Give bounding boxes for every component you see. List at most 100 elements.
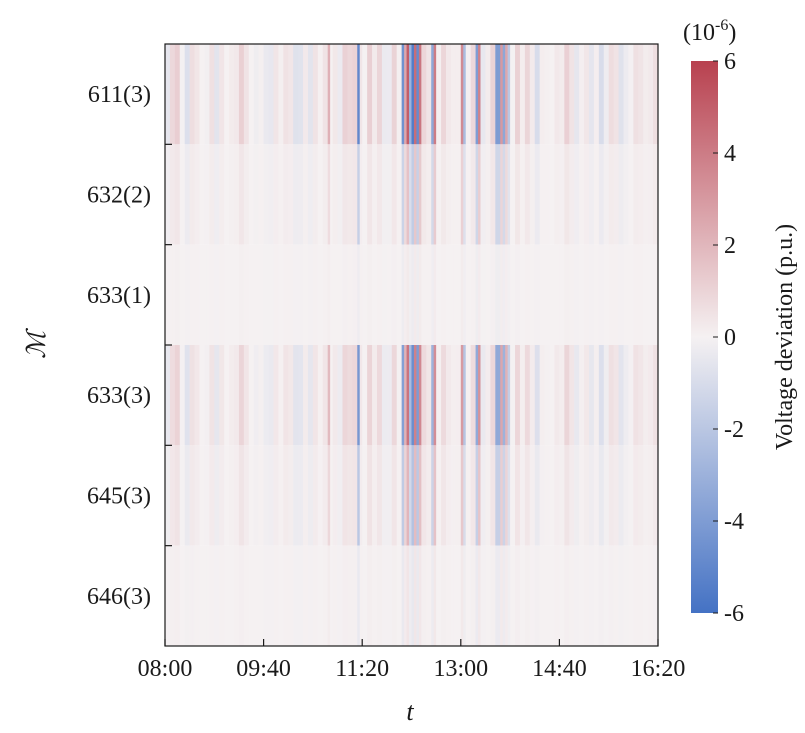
heatmap-cell xyxy=(588,144,592,245)
heatmap-cell xyxy=(258,144,262,245)
heatmap-cell xyxy=(396,244,400,345)
heatmap-cell xyxy=(413,545,417,646)
heatmap-cell xyxy=(630,144,634,245)
heatmap-cell xyxy=(579,44,582,145)
heatmap-cell xyxy=(357,244,361,345)
heatmap-cell xyxy=(174,44,178,145)
heatmap-cell xyxy=(251,44,255,145)
heatmap-cell xyxy=(352,144,356,245)
heatmap-cell xyxy=(618,445,622,546)
heatmap-cell xyxy=(436,44,440,145)
heatmap-cell xyxy=(576,445,580,546)
heatmap-cell xyxy=(344,144,348,245)
heatmap-cell xyxy=(372,244,375,345)
heatmap-cell xyxy=(381,144,385,245)
heatmap-cell xyxy=(608,44,612,145)
heatmap-cell xyxy=(453,144,457,245)
heatmap-cell xyxy=(172,445,176,546)
heatmap-cell xyxy=(275,144,279,245)
heatmap-cell xyxy=(221,44,225,145)
heatmap-cell xyxy=(485,244,489,345)
heatmap-cell xyxy=(374,545,378,646)
heatmap-cell xyxy=(625,44,629,145)
heatmap-cell xyxy=(337,244,341,345)
heatmap-cell xyxy=(635,44,639,145)
heatmap-cell xyxy=(591,345,595,446)
heatmap-cell xyxy=(401,345,405,446)
heatmap-cell xyxy=(280,345,284,446)
heatmap-cell xyxy=(409,244,412,345)
heatmap-cell xyxy=(396,144,400,245)
heatmap-cell xyxy=(391,44,395,145)
heatmap-cell xyxy=(271,345,274,446)
heatmap-cell xyxy=(433,144,437,245)
heatmap-cell xyxy=(492,345,496,446)
heatmap-cell xyxy=(335,44,338,145)
heatmap-cell xyxy=(633,545,637,646)
heatmap-cell xyxy=(505,44,509,145)
heatmap-cell xyxy=(482,44,486,145)
heatmap-cell xyxy=(566,545,570,646)
heatmap-cell xyxy=(413,445,417,546)
heatmap-cell xyxy=(357,345,361,446)
heatmap-cell xyxy=(648,44,652,145)
heatmap-cell xyxy=(510,144,513,245)
heatmap-cell xyxy=(416,445,420,546)
heatmap-cell xyxy=(312,545,316,646)
heatmap-cell xyxy=(522,445,526,546)
heatmap-cell xyxy=(325,545,329,646)
heatmap-cell xyxy=(554,445,558,546)
heatmap-cell xyxy=(263,244,267,345)
heatmap-cell xyxy=(399,345,403,446)
heatmap-cell xyxy=(524,244,528,345)
heatmap-cell xyxy=(603,345,607,446)
heatmap-cell xyxy=(517,445,521,546)
heatmap-cell xyxy=(248,445,252,546)
heatmap-cell xyxy=(194,345,198,446)
heatmap-cell xyxy=(335,244,338,345)
heatmap-cell xyxy=(406,345,410,446)
heatmap-cell xyxy=(307,345,311,446)
heatmap-cell xyxy=(561,244,565,345)
heatmap-cell xyxy=(219,144,223,245)
heatmap-cell xyxy=(584,545,587,646)
heatmap-cell xyxy=(500,445,504,546)
heatmap-cell xyxy=(431,445,435,546)
heatmap-cell xyxy=(544,244,548,345)
heatmap-cell xyxy=(650,144,654,245)
heatmap-cell xyxy=(253,545,257,646)
heatmap-cell xyxy=(517,545,521,646)
heatmap-cell xyxy=(529,345,533,446)
heatmap-cell xyxy=(556,345,560,446)
heatmap-cell xyxy=(288,244,292,345)
heatmap-cell xyxy=(628,345,632,446)
heatmap-cell xyxy=(537,144,541,245)
heatmap-cell xyxy=(478,445,481,546)
heatmap-cell xyxy=(268,445,272,546)
heatmap-cell xyxy=(443,445,447,546)
heatmap-cell xyxy=(559,244,563,345)
heatmap-cell xyxy=(524,545,528,646)
heatmap-cell xyxy=(421,44,425,145)
heatmap-cell xyxy=(290,345,294,446)
heatmap-cell xyxy=(640,144,644,245)
heatmap-cell xyxy=(169,144,173,245)
heatmap-cell xyxy=(519,345,523,446)
heatmap-cell xyxy=(337,144,341,245)
heatmap-cell xyxy=(320,144,324,245)
heatmap-cell xyxy=(559,445,563,546)
heatmap-cell xyxy=(648,144,652,245)
heatmap-cell xyxy=(317,345,321,446)
heatmap-cell xyxy=(295,144,299,245)
heatmap-cell xyxy=(211,545,215,646)
heatmap-cell xyxy=(532,345,536,446)
heatmap-cell xyxy=(226,244,230,345)
heatmap-cell xyxy=(165,545,168,646)
heatmap-cell xyxy=(216,144,220,245)
heatmap-cell xyxy=(364,345,368,446)
heatmap-cell xyxy=(468,345,472,446)
heatmap-cell xyxy=(288,445,292,546)
heatmap-cell xyxy=(448,445,452,546)
heatmap-cell xyxy=(630,445,634,546)
heatmap-cell xyxy=(606,44,610,145)
